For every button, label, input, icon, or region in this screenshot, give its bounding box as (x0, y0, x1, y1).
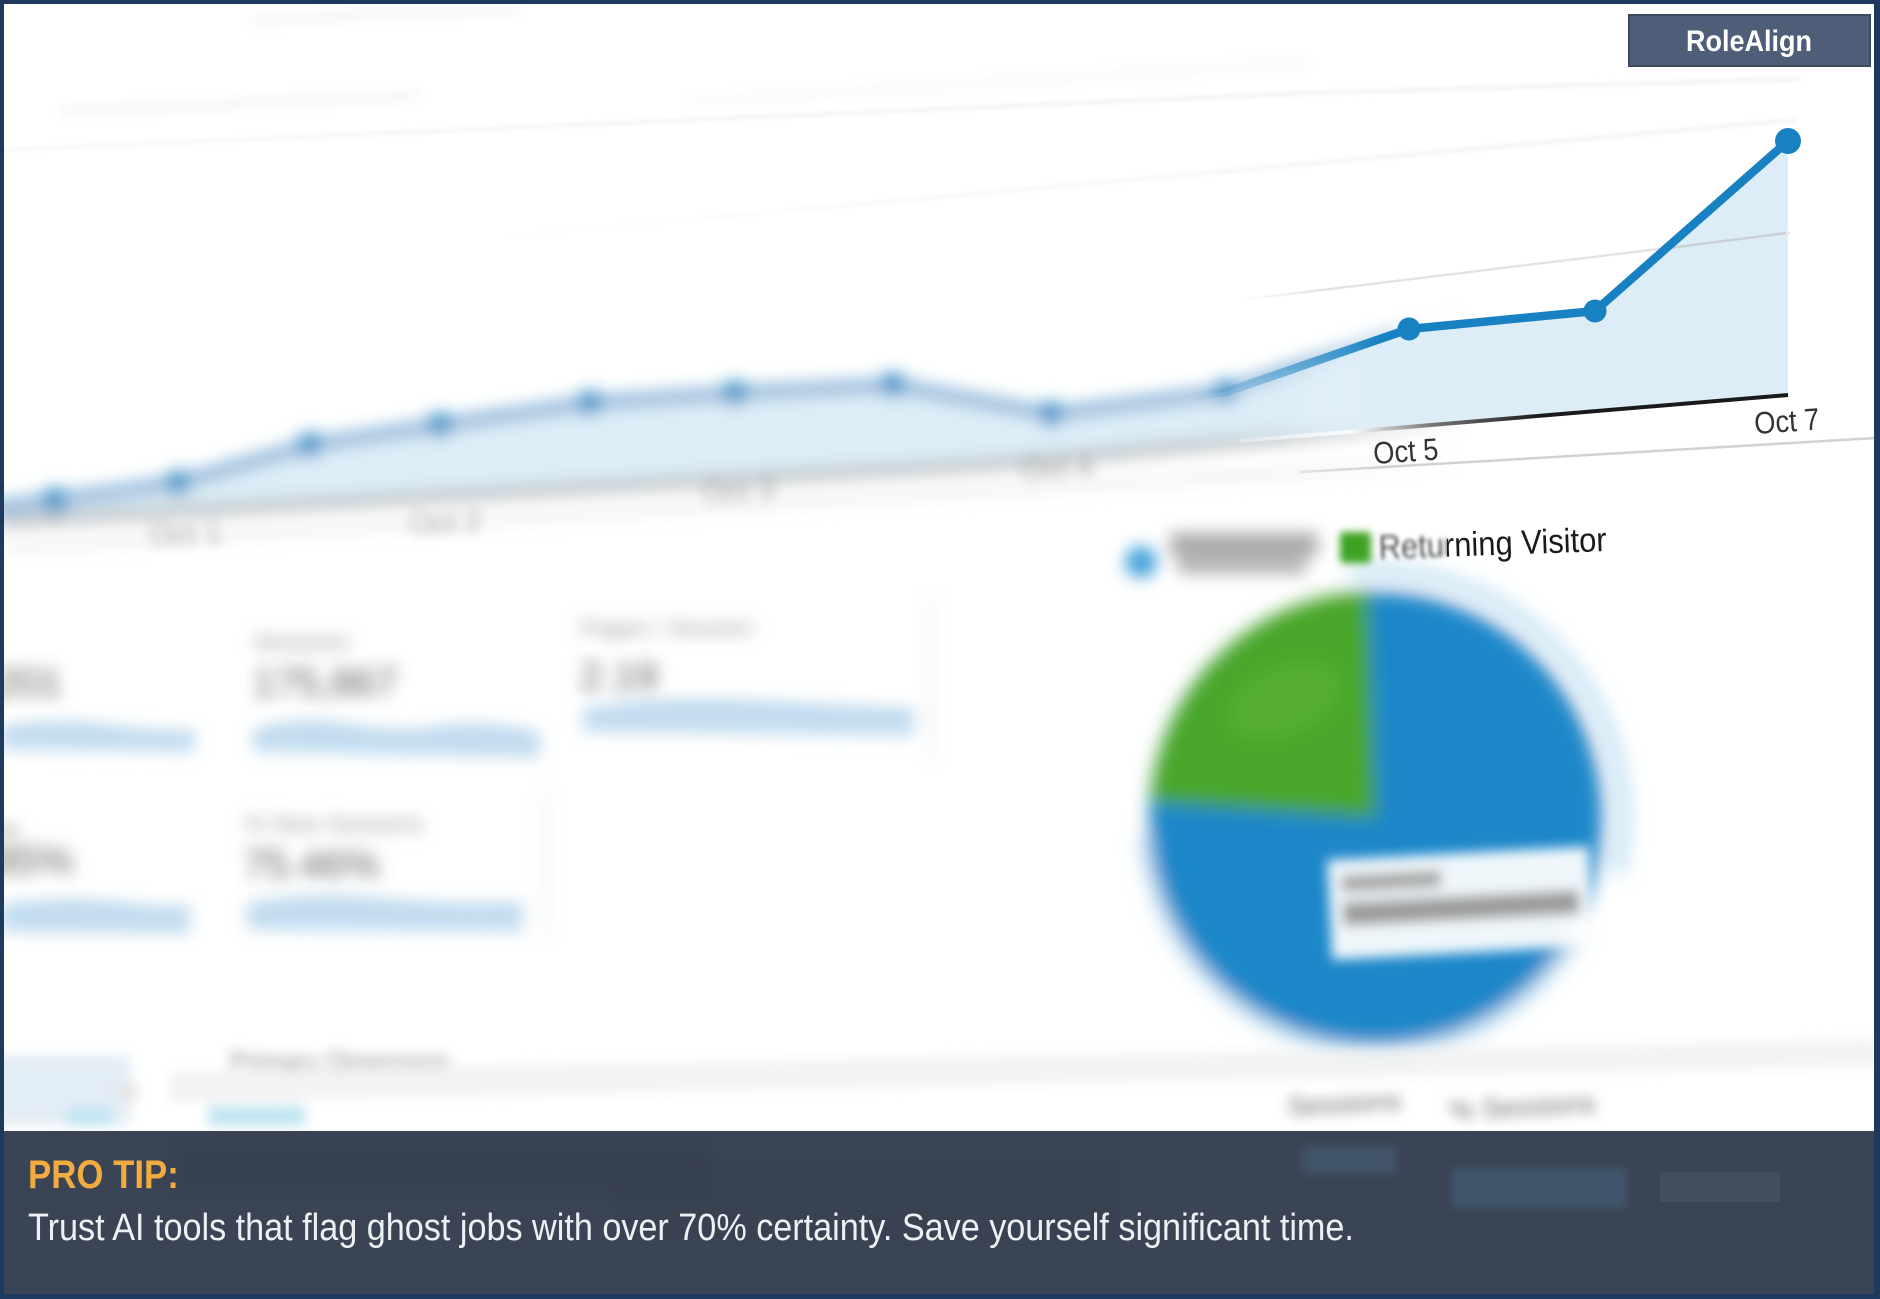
svg-text:Returning Visitor: Returning Visitor (1378, 521, 1607, 567)
svg-text:% Sessions: % Sessions (1449, 1087, 1597, 1126)
svg-text:Oct 3: Oct 3 (702, 473, 775, 510)
svg-text:1.85%: 1.85% (0, 839, 73, 883)
svg-text:Oct 5: Oct 5 (1372, 433, 1439, 471)
svg-text:Sessions: Sessions (253, 629, 350, 656)
svg-text:Sessions: Sessions (1287, 1085, 1402, 1122)
svg-text:PRO TIP:: PRO TIP: (28, 1152, 179, 1197)
svg-text:Rate: Rate (0, 817, 21, 844)
svg-text:Oct 1: Oct 1 (149, 515, 222, 552)
svg-text:Trust AI tools that flag ghost: Trust AI tools that flag ghost jobs with… (28, 1205, 1354, 1248)
svg-text:Pages / Session: Pages / Session (580, 615, 753, 642)
svg-text:RoleAlign: RoleAlign (1686, 25, 1812, 59)
svg-text:% New Sessions: % New Sessions (244, 811, 424, 838)
svg-text:4,201: 4,201 (0, 661, 62, 705)
svg-text:Returning Visitor: Returning Visitor (1378, 521, 1607, 567)
svg-text:2.19: 2.19 (580, 655, 658, 699)
svg-text:75.46%: 75.46% (244, 843, 380, 887)
svg-text:175,867: 175,867 (253, 661, 398, 705)
svg-text:Oct 2: Oct 2 (409, 504, 482, 541)
svg-text:Oct 7: Oct 7 (1753, 403, 1820, 441)
svg-text:Oct 4: Oct 4 (1021, 450, 1094, 487)
